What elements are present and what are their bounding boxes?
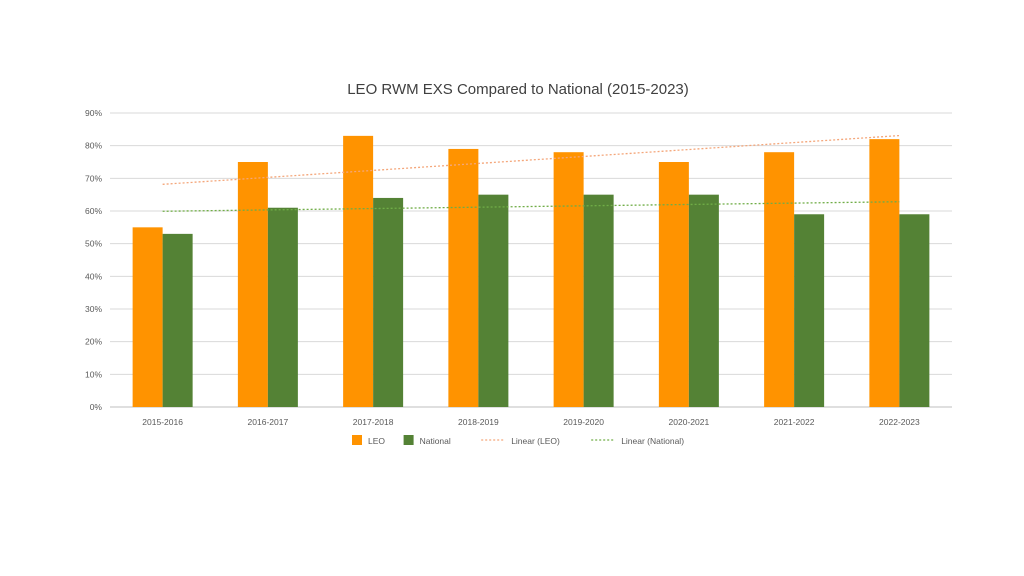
gridlines bbox=[110, 112, 952, 408]
legend-swatch-national bbox=[403, 435, 414, 445]
y-tick-label: 80% bbox=[85, 141, 102, 151]
trendlines bbox=[162, 134, 900, 212]
trendline-leo bbox=[162, 134, 900, 185]
legend-label-national: National bbox=[420, 436, 451, 446]
x-tick-label: 2017-2018 bbox=[353, 417, 394, 427]
y-tick-label: 20% bbox=[85, 337, 102, 347]
bar-leo-2021-2022 bbox=[764, 152, 795, 407]
bar-leo-2019-2020 bbox=[553, 152, 584, 407]
legend-label-leo: LEO bbox=[368, 436, 385, 446]
x-tick-label: 2018-2019 bbox=[458, 417, 499, 427]
y-tick-label: 10% bbox=[85, 369, 102, 379]
chart-title: LEO RWM EXS Compared to National (2015-2… bbox=[347, 81, 689, 98]
bar-leo-2022-2023 bbox=[869, 139, 900, 407]
x-axis-tick-labels: 2015-2016 2016-2017 2017-2018 2018-2019 2019… bbox=[142, 417, 920, 427]
y-tick-label: 70% bbox=[85, 173, 102, 183]
bar-leo-2018-2019 bbox=[448, 148, 479, 407]
x-tick-label: 2021-2022 bbox=[774, 417, 815, 427]
trendline-national bbox=[162, 201, 900, 212]
x-tick-label: 2015-2016 bbox=[142, 417, 183, 427]
x-tick-label: 2020-2021 bbox=[669, 417, 710, 427]
bar-leo-2017-2018 bbox=[343, 135, 374, 407]
bar-national-2018-2019 bbox=[478, 194, 509, 407]
bar-national-2016-2017 bbox=[267, 207, 298, 407]
y-tick-label: 40% bbox=[85, 271, 102, 281]
bar-leo-2015-2016 bbox=[132, 227, 163, 407]
y-tick-label: 30% bbox=[85, 304, 102, 314]
y-tick-label: 0% bbox=[90, 402, 103, 412]
bar-leo-2016-2017 bbox=[237, 162, 268, 407]
legend-swatch-leo bbox=[352, 435, 362, 445]
bar-national-2015-2016 bbox=[162, 233, 193, 407]
y-tick-label: 50% bbox=[85, 239, 102, 249]
legend-label-national-trend: Linear (National) bbox=[621, 436, 684, 446]
bar-national-2020-2021 bbox=[688, 194, 719, 407]
bar-national-2019-2020 bbox=[583, 194, 614, 407]
y-axis-tick-labels: 0% 10% 20% 30% 40% 50% 60% 70% 80% 90% bbox=[85, 108, 102, 412]
legend: LEO National Linear (LEO) Linear (National) bbox=[352, 435, 684, 446]
x-tick-label: 2022-2023 bbox=[879, 417, 920, 427]
legend-label-leo-trend: Linear (LEO) bbox=[511, 436, 560, 446]
bars bbox=[132, 135, 930, 407]
x-tick-label: 2016-2017 bbox=[248, 417, 289, 427]
bar-national-2017-2018 bbox=[373, 197, 404, 407]
bar-leo-2020-2021 bbox=[658, 162, 689, 407]
bar-national-2022-2023 bbox=[899, 214, 930, 407]
x-tick-label: 2019-2020 bbox=[563, 417, 604, 427]
y-tick-label: 60% bbox=[85, 206, 102, 216]
y-tick-label: 90% bbox=[85, 108, 102, 118]
bar-national-2021-2022 bbox=[794, 214, 825, 407]
